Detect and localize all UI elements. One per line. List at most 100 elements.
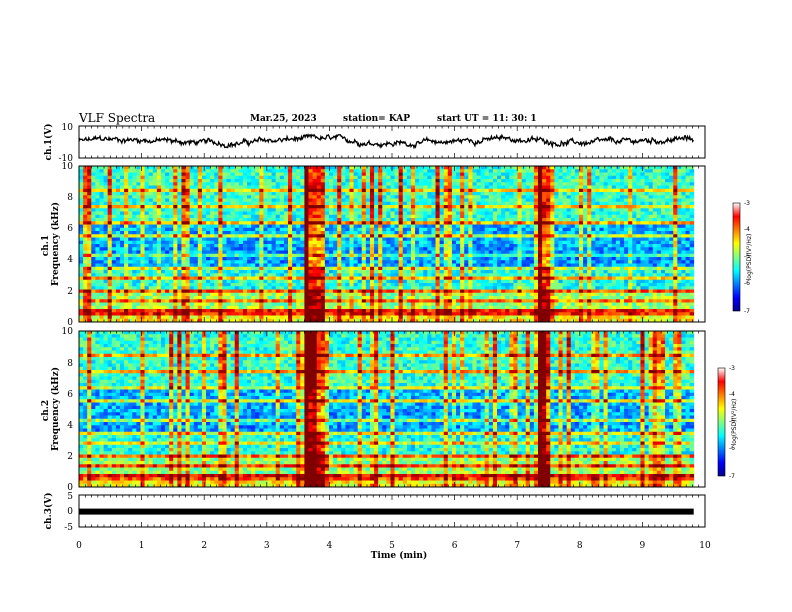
spec-cell: [140, 198, 145, 203]
spec-cell: [144, 234, 150, 238]
spec-cell: [210, 299, 215, 303]
spec-cell: [259, 283, 264, 287]
spec-cell: [115, 289, 121, 294]
spec-cell: [415, 312, 420, 316]
spec-cell: [267, 279, 273, 284]
spec-cell: [480, 182, 486, 186]
spec-cell: [369, 179, 375, 183]
spec-cell: [79, 250, 84, 255]
spec-cell: [439, 302, 445, 307]
spec-cell: [242, 182, 248, 186]
spec-cell: [111, 224, 117, 229]
spec-cell: [99, 237, 104, 242]
spec-cell: [328, 289, 334, 294]
spec-cell: [447, 192, 453, 196]
spec-cell: [267, 214, 273, 219]
spec-cell: [402, 192, 408, 196]
spec-cell: [136, 218, 141, 222]
spec-cell: [201, 234, 207, 238]
spec-cell: [361, 260, 367, 264]
spec-cell: [468, 231, 473, 235]
spec-cell: [501, 172, 506, 177]
spec-cell: [341, 299, 346, 303]
spec-cell: [185, 279, 191, 284]
spec-cell: [115, 250, 121, 255]
spec-cell: [337, 185, 342, 190]
spec-cell: [218, 221, 223, 225]
spec-cell: [460, 299, 465, 303]
spec-cell: [361, 179, 367, 183]
spec-cell: [439, 211, 445, 216]
spec-cell: [267, 211, 273, 216]
spec-cell: [390, 289, 395, 294]
spec-cell: [316, 214, 322, 219]
spec-cell: [480, 179, 486, 183]
spec-cell: [369, 247, 375, 251]
spec-cell: [148, 211, 154, 216]
spec-cell: [230, 179, 236, 183]
spec-cell: [431, 172, 436, 177]
spec-cell: [484, 211, 490, 216]
spec-cell: [251, 257, 256, 261]
spec-cell: [115, 292, 121, 297]
spec-cell: [410, 172, 416, 177]
spec-cell: [382, 224, 387, 229]
spec-cell: [259, 305, 264, 310]
spec-cell: [288, 257, 293, 261]
spec-cell: [476, 211, 482, 216]
spec-cell: [292, 185, 297, 190]
spec-cell: [406, 292, 412, 297]
spec-cell: [95, 218, 100, 222]
spec-cell: [484, 296, 490, 300]
spec-cell: [197, 302, 203, 307]
spec-cell: [288, 266, 293, 271]
spec-cell: [107, 224, 113, 229]
spec-cell: [333, 253, 338, 258]
spec-cell: [226, 192, 232, 196]
spec-cell: [484, 179, 490, 183]
spec-cell: [374, 218, 379, 222]
spec-cell: [267, 224, 273, 229]
spec-cell: [169, 175, 174, 180]
spec-cell: [173, 296, 178, 300]
spec-cell: [197, 244, 203, 248]
spec-cell: [480, 318, 486, 323]
spec-cell: [394, 218, 400, 222]
spec-cell: [288, 224, 293, 229]
spec-cell: [189, 315, 195, 320]
spec-cell: [242, 283, 248, 287]
spec-cell: [115, 221, 121, 225]
spec-cell: [480, 296, 486, 300]
spec-cell: [201, 292, 207, 297]
spec-cell: [296, 318, 301, 323]
spec-cell: [476, 185, 482, 190]
spec-cell: [140, 253, 145, 258]
spec-cell: [443, 266, 449, 271]
spec-cell: [185, 292, 191, 297]
spec-cell: [189, 175, 195, 180]
spec-cell: [353, 283, 359, 287]
spec-cell: [328, 305, 334, 310]
spec-cell: [177, 172, 182, 177]
spec-cell: [165, 257, 170, 261]
spec-cell: [353, 211, 359, 216]
spec-cell: [337, 205, 342, 209]
spec-cell: [83, 315, 88, 320]
spec-cell: [119, 211, 125, 216]
spec-cell: [267, 188, 273, 193]
spec-cell: [456, 299, 461, 303]
spec-cell: [488, 195, 494, 199]
spec-cell: [234, 270, 240, 274]
spec-cell: [201, 266, 207, 271]
spec-cell: [247, 273, 252, 277]
spec-cell: [410, 289, 416, 294]
spec-cell: [443, 214, 449, 219]
spec-cell: [230, 292, 236, 297]
spec-cell: [484, 201, 490, 206]
spec-cell: [251, 231, 256, 235]
spec-cell: [238, 276, 244, 281]
spec-cell: [361, 211, 367, 216]
spec-cell: [234, 205, 240, 209]
spec-cell: [247, 309, 252, 313]
spec-cell: [230, 188, 236, 193]
